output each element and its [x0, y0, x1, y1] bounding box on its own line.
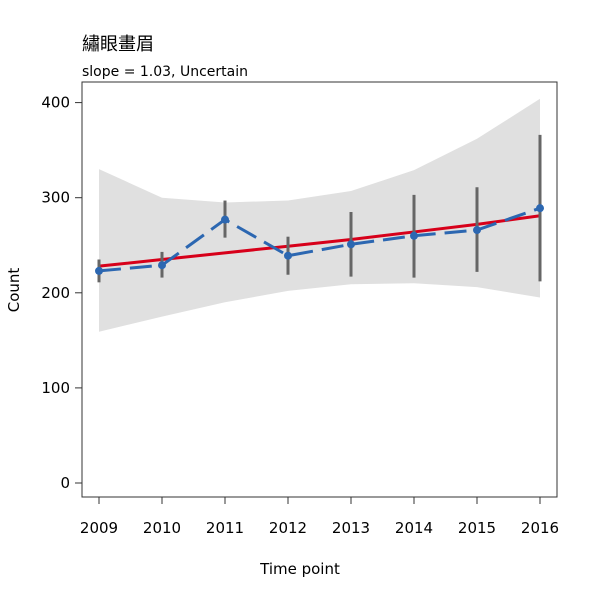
x-tick-label: 2016: [521, 519, 559, 537]
data-point: [158, 261, 166, 270]
observed-line: [98, 206, 541, 273]
data-point: [95, 266, 103, 275]
data-point: [536, 204, 544, 213]
data-point: [347, 240, 355, 249]
y-tick-label: 300: [41, 189, 70, 207]
y-tick-label: 100: [41, 379, 70, 397]
x-tick-label: 2014: [395, 519, 433, 537]
y-tick-label: 0: [60, 474, 70, 492]
y-tick-label: 400: [41, 94, 70, 112]
data-point: [284, 251, 292, 260]
chart-title: 繡眼畫眉: [82, 34, 154, 55]
x-tick-label: 2015: [458, 519, 496, 537]
data-point: [410, 231, 418, 240]
x-axis-label: Time point: [260, 560, 340, 578]
x-tick-label: 2012: [269, 519, 307, 537]
chart-subtitle: slope = 1.03, Uncertain: [82, 64, 248, 80]
x-tick-label: 2010: [143, 519, 181, 537]
confidence-band: [99, 98, 540, 332]
x-tick-label: 2013: [332, 519, 370, 537]
x-tick-label: 2011: [206, 519, 244, 537]
plot-frame: [81, 81, 558, 498]
data-point: [221, 215, 229, 224]
y-tick-label: 200: [41, 284, 70, 302]
x-tick-label: 2009: [80, 519, 118, 537]
data-point: [473, 226, 481, 235]
